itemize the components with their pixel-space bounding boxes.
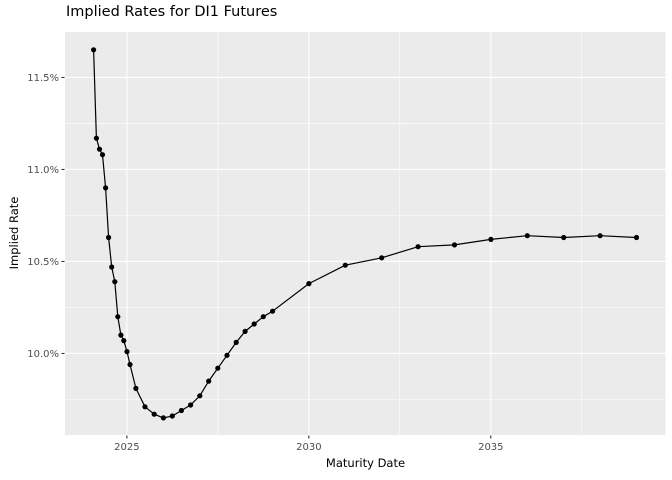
data-point bbox=[133, 385, 139, 391]
data-point bbox=[342, 262, 348, 268]
data-point bbox=[127, 361, 133, 368]
y-tick-label: 11.5% bbox=[27, 73, 59, 84]
data-point bbox=[118, 332, 124, 338]
y-tick-label: 10.5% bbox=[27, 257, 59, 268]
data-point bbox=[91, 47, 97, 53]
y-tick-label: 11.0% bbox=[27, 165, 59, 176]
data-point bbox=[93, 135, 99, 141]
data-point bbox=[633, 234, 640, 241]
data-point bbox=[99, 152, 106, 158]
data-point bbox=[188, 402, 194, 408]
data-point bbox=[597, 233, 603, 239]
data-point bbox=[178, 407, 184, 414]
x-tick-label: 2035 bbox=[478, 442, 503, 453]
data-point bbox=[379, 255, 385, 261]
data-point bbox=[415, 244, 421, 250]
data-point bbox=[270, 308, 276, 314]
data-point bbox=[160, 415, 166, 421]
data-point bbox=[451, 242, 458, 248]
data-point bbox=[121, 338, 127, 344]
x-axis-title: Maturity Date bbox=[325, 456, 406, 470]
data-point bbox=[224, 352, 230, 358]
data-point bbox=[206, 378, 212, 384]
x-tick-label: 2025 bbox=[114, 442, 139, 453]
data-point bbox=[151, 411, 157, 417]
data-point bbox=[96, 146, 103, 152]
data-point bbox=[115, 314, 121, 320]
data-point bbox=[524, 233, 530, 239]
chart-title: Implied Rates for DI1 Futures bbox=[66, 4, 278, 20]
data-point bbox=[242, 328, 248, 334]
plot-panel bbox=[65, 32, 666, 435]
data-point bbox=[251, 321, 257, 327]
x-tick-label: 2030 bbox=[296, 442, 321, 453]
data-point bbox=[488, 236, 494, 242]
data-point bbox=[112, 279, 118, 285]
y-axis-title: Implied Rate bbox=[7, 196, 21, 270]
data-point bbox=[169, 413, 175, 419]
data-point bbox=[109, 264, 115, 270]
data-point bbox=[106, 234, 112, 241]
data-point bbox=[142, 404, 148, 410]
data-point bbox=[124, 349, 130, 355]
data-point bbox=[103, 185, 109, 191]
data-point bbox=[260, 314, 266, 320]
data-point bbox=[215, 365, 221, 371]
y-tick-label: 10.0% bbox=[27, 349, 59, 360]
data-point bbox=[306, 281, 312, 287]
data-point bbox=[197, 393, 203, 399]
data-point bbox=[233, 339, 239, 345]
data-point bbox=[561, 234, 567, 241]
